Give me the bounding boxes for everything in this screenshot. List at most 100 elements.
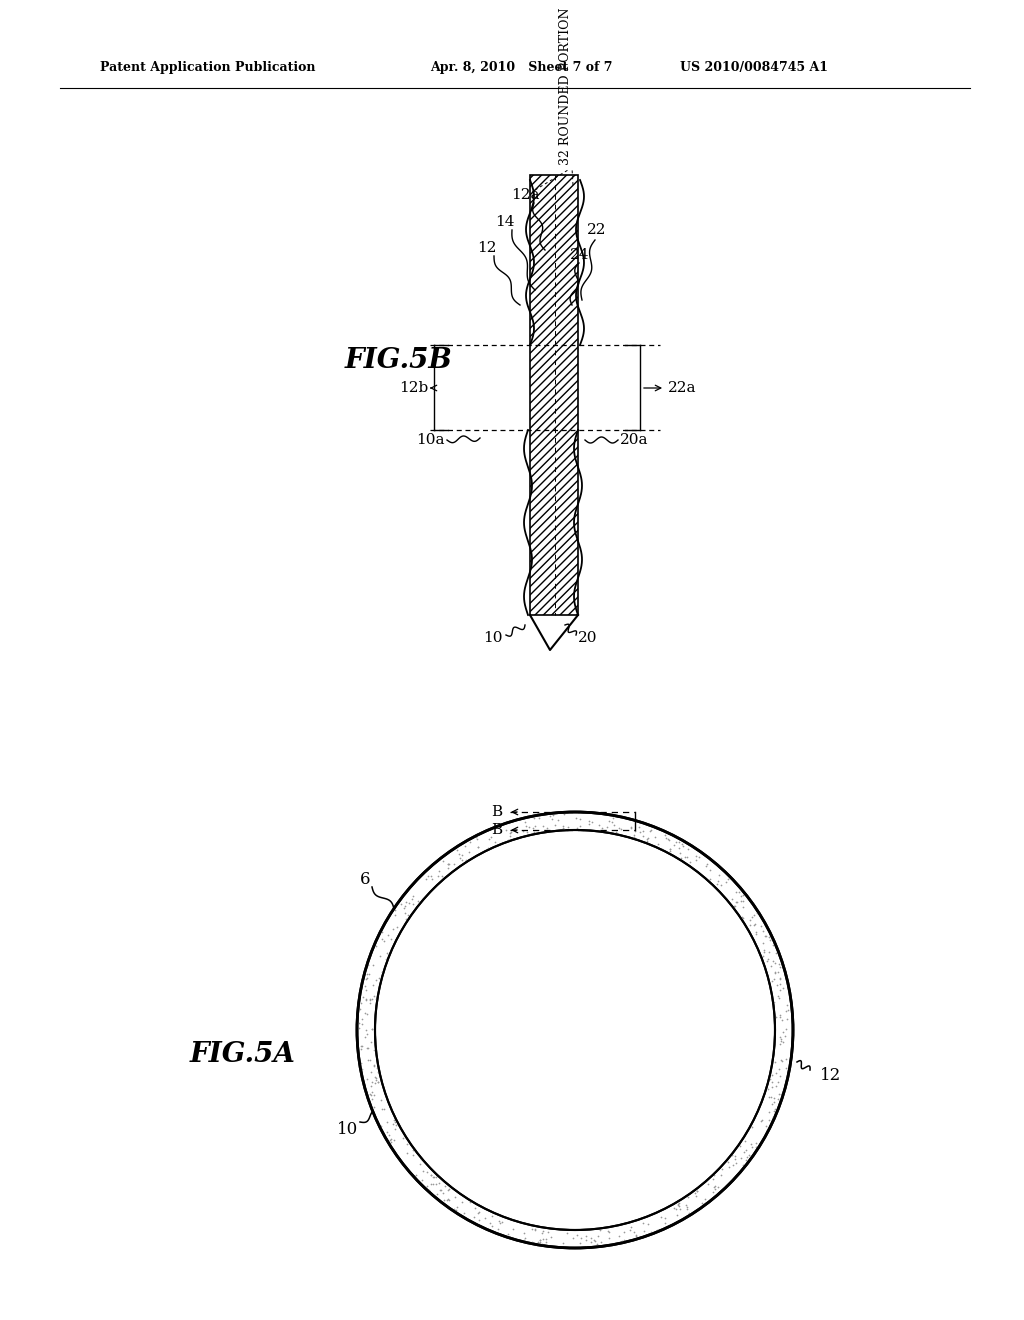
Point (364, 1088, 380, 1109)
Point (357, 979, 374, 1001)
Point (758, 925, 774, 946)
Point (351, 1016, 368, 1038)
Point (733, 906, 750, 927)
Point (351, 998, 368, 1019)
Point (765, 1106, 781, 1127)
Point (643, 820, 659, 841)
Point (626, 1221, 642, 1242)
Point (534, 1222, 550, 1243)
Text: 10: 10 (483, 631, 503, 645)
Text: 6: 6 (359, 871, 371, 888)
Point (640, 1213, 656, 1234)
Point (358, 1023, 375, 1044)
Point (666, 834, 682, 855)
Point (656, 825, 673, 846)
Point (721, 1156, 737, 1177)
Point (711, 870, 727, 891)
Point (705, 1168, 721, 1189)
Point (361, 989, 378, 1010)
Point (760, 1078, 776, 1100)
Point (433, 1179, 450, 1200)
Point (770, 954, 786, 975)
Point (481, 829, 498, 850)
Point (404, 886, 421, 907)
Point (673, 847, 689, 869)
Point (754, 1109, 770, 1130)
Point (770, 961, 786, 982)
Point (734, 884, 751, 906)
Point (755, 946, 771, 968)
Point (771, 1059, 787, 1080)
Point (774, 1051, 791, 1072)
Point (733, 1147, 750, 1168)
Text: Apr. 8, 2010   Sheet 7 of 7: Apr. 8, 2010 Sheet 7 of 7 (430, 62, 612, 74)
Point (766, 969, 782, 990)
Point (396, 895, 413, 916)
Point (761, 1101, 777, 1122)
Point (707, 1164, 723, 1185)
Point (657, 1213, 674, 1234)
Point (600, 810, 616, 832)
Point (440, 853, 457, 874)
Point (366, 1055, 382, 1076)
Point (733, 891, 750, 912)
Point (763, 970, 779, 991)
Point (773, 1049, 790, 1071)
Point (436, 1189, 453, 1210)
Point (681, 851, 697, 873)
Point (771, 979, 787, 1001)
Text: B: B (490, 822, 502, 837)
Point (736, 1142, 753, 1163)
Point (583, 1228, 599, 1249)
Point (357, 975, 374, 997)
Point (379, 1111, 395, 1133)
Point (424, 1167, 440, 1188)
Point (768, 1076, 784, 1097)
Point (636, 1221, 652, 1242)
Point (398, 1134, 415, 1155)
Point (688, 845, 705, 866)
Point (668, 1199, 684, 1220)
Point (358, 968, 375, 989)
Point (709, 873, 725, 894)
Polygon shape (530, 176, 578, 615)
Point (364, 1074, 380, 1096)
Point (777, 1048, 794, 1069)
Point (434, 1183, 451, 1204)
Point (658, 828, 675, 849)
Point (359, 1068, 376, 1089)
Point (761, 927, 777, 948)
Point (771, 1006, 787, 1027)
Point (779, 1008, 796, 1030)
Text: 20: 20 (578, 631, 597, 645)
Point (742, 913, 759, 935)
Point (500, 1224, 516, 1245)
Point (767, 1051, 783, 1072)
Point (524, 1232, 541, 1253)
Point (364, 1081, 380, 1102)
Point (408, 1164, 424, 1185)
Point (519, 822, 536, 843)
Point (679, 1196, 695, 1217)
Point (419, 1175, 435, 1196)
Point (354, 1036, 371, 1057)
Point (354, 1014, 371, 1035)
Point (757, 942, 773, 964)
Point (694, 1193, 711, 1214)
Point (749, 921, 765, 942)
Point (353, 993, 370, 1014)
Point (538, 1228, 554, 1249)
Point (517, 1228, 534, 1249)
Point (398, 1143, 415, 1164)
Point (413, 1152, 429, 1173)
Point (451, 843, 467, 865)
Point (736, 1131, 753, 1152)
Point (517, 812, 534, 833)
Point (764, 1064, 780, 1085)
Text: 22a: 22a (668, 381, 696, 395)
Point (762, 1068, 778, 1089)
Point (639, 829, 655, 850)
Point (556, 804, 572, 825)
Point (697, 1192, 714, 1213)
Point (742, 1134, 759, 1155)
